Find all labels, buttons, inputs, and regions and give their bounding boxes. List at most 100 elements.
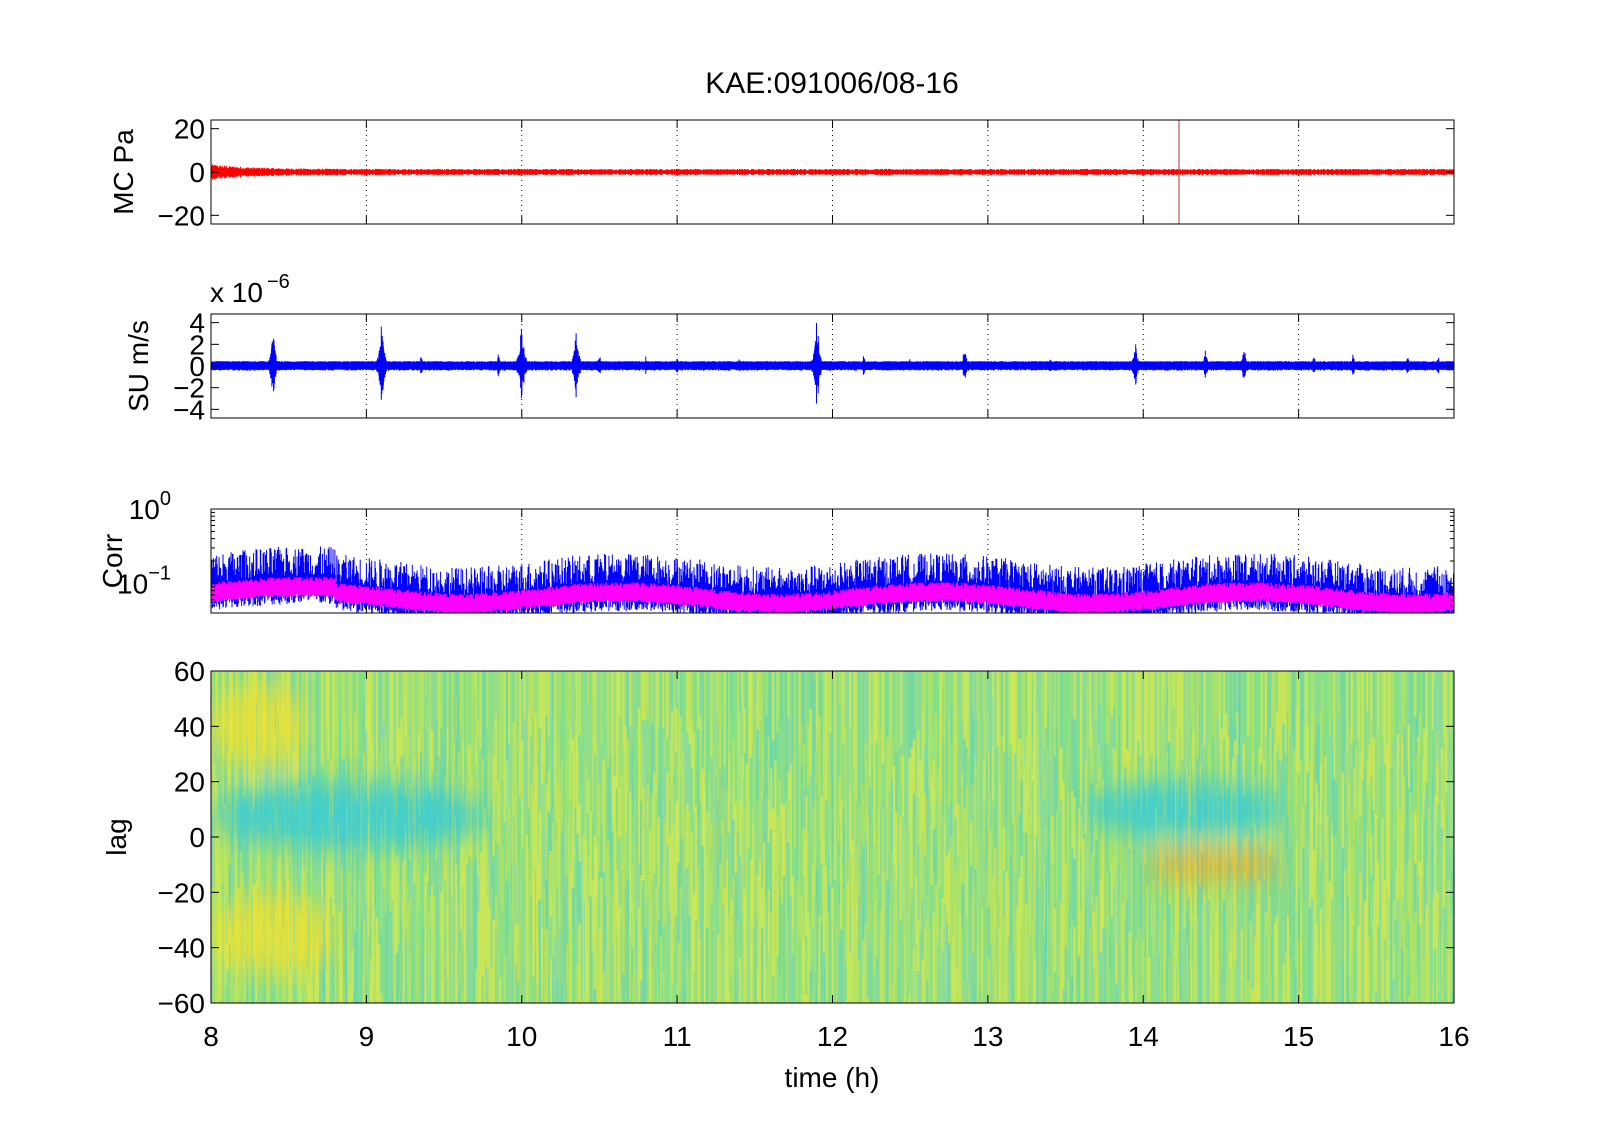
heatmap-cell [701,671,705,769]
heatmap-cell [545,879,548,930]
heatmap-cell [389,671,392,767]
heatmap-cell [1440,747,1444,828]
heatmap-cell [362,822,366,921]
heatmap-cell [349,671,353,719]
heatmap-cell [1234,797,1237,877]
heatmap-cell [1326,815,1329,921]
heatmap-cell [1104,821,1107,930]
heatmap-cell [1322,808,1325,878]
heatmap-cell [481,671,485,759]
heatmap-cell [1132,808,1136,887]
heatmap-cell [613,941,617,1003]
heatmap-cell [950,706,953,744]
heatmap-cell [1416,737,1420,793]
heatmap-cell [613,775,617,892]
heatmap-cell [620,718,623,772]
heatmap-cell [354,713,357,800]
heatmap-cell [442,802,445,886]
heatmap-cell [635,940,639,1003]
y-tick-label: 10−1 [117,562,171,599]
heatmap-cell [1262,671,1266,761]
heatmap-cell [844,726,848,811]
heatmap-cell [838,777,841,844]
heatmap-cell [323,671,326,754]
heatmap-cell [525,758,529,835]
heatmap-cell [1330,899,1334,1003]
heatmap-cell [681,837,685,903]
heatmap-cell [640,874,643,942]
heatmap-cell [827,671,830,801]
heatmap-cell [1084,671,1087,762]
heatmap-cell [1390,875,1393,1003]
heatmap-cell [525,671,529,759]
heatmap-cell [670,781,674,829]
heatmap-cell [1344,870,1347,1003]
heatmap-cell [1317,793,1321,827]
heatmap-cell [824,801,828,866]
heatmap-cell [721,728,724,820]
heatmap-cell [1229,671,1233,787]
heatmap-cell [1361,851,1365,907]
heatmap-cell [325,964,328,1003]
heatmap-cell [956,754,960,806]
heatmap-cell [899,671,903,746]
heatmap-cell [908,919,911,996]
heatmap-cell [1095,896,1098,974]
heatmap-cell [508,805,511,877]
heatmap-cell [574,807,577,851]
heatmap-cell [710,903,713,1003]
heatmap-cell [1025,734,1028,785]
heatmap-cell [1280,761,1283,819]
heatmap-cell [420,853,423,955]
heatmap-cell [1405,671,1409,777]
heatmap-cell [1339,764,1343,864]
heatmap-cell [987,750,991,824]
heatmap-cell [1385,1000,1389,1003]
heatmap-cell [415,836,419,1003]
heatmap-cell [1064,862,1068,947]
heatmap-cell [668,910,672,977]
heatmap-cell [1355,748,1358,820]
heatmap-cell [675,671,678,709]
heatmap-cell [655,734,658,797]
heatmap-cell [237,829,240,888]
x-tick-label: 16 [1438,1021,1469,1052]
heatmap-cell [1216,908,1219,1003]
heatmap-cell [1425,960,1428,1003]
heatmap-cell [967,848,971,889]
heatmap-cell [1011,671,1015,826]
heatmap-cell [1273,922,1277,978]
heatmap-cell [376,917,379,1003]
heatmap-cell [514,748,518,804]
heatmap-cell [972,953,975,1003]
heatmap-cell [1062,781,1065,890]
heatmap-cell [725,671,729,790]
heatmap-cell [811,671,815,731]
heatmap-cell [1293,749,1296,828]
heatmap-cell [1025,950,1028,1003]
heatmap-cell [1137,871,1140,1003]
heatmap-cell [373,671,377,822]
heatmap-cell [1447,880,1450,954]
heatmap-cell [774,869,777,1003]
heatmap-cell [657,671,661,726]
heatmap-cell [1443,809,1446,907]
heatmap-cell [959,829,962,864]
heatmap-cell [1251,671,1255,754]
heatmap-cell [365,841,368,904]
heatmap-cell [1172,741,1175,796]
heatmap-cell [1146,812,1149,884]
heatmap-cell [321,823,324,899]
heatmap-cell [640,742,643,802]
heatmap-cell [439,726,443,803]
heatmap-cell [1143,671,1147,712]
x-tick-label: 14 [1128,1021,1159,1052]
heatmap-cell [437,916,441,1003]
heatmap-cell [1300,825,1303,913]
heatmap-cell [252,812,256,885]
heatmap-cell [901,755,905,817]
heatmap-cell [926,981,929,1003]
heatmap-cell [371,930,375,1003]
heatmap-cell [1060,798,1063,903]
heatmap-cell [307,831,311,899]
